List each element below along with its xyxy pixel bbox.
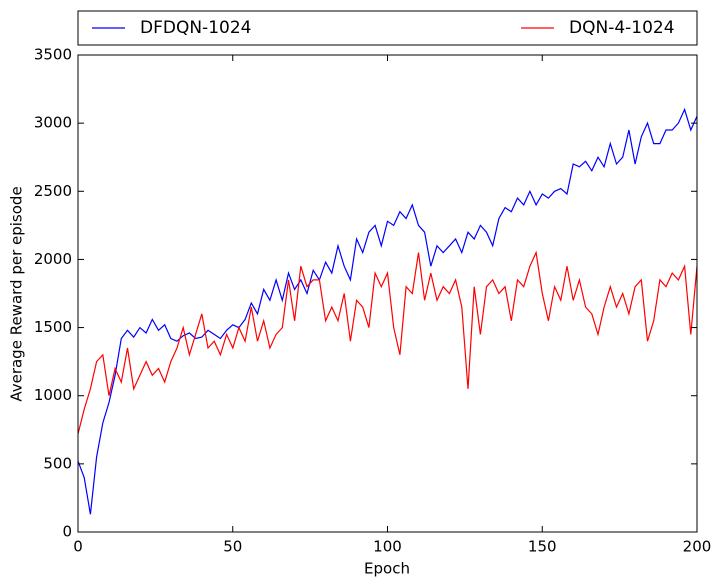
legend-box [77, 10, 698, 46]
y-tick-label: 2000 [34, 250, 72, 268]
y-tick-label: 0 [62, 523, 72, 541]
y-tick-label: 500 [43, 454, 72, 472]
y-tick-label: 2500 [34, 182, 72, 200]
x-axis-label: Epoch [364, 560, 410, 578]
plot-frame [77, 54, 698, 533]
x-tick-label: 0 [73, 538, 83, 556]
x-tick-label: 200 [683, 538, 712, 556]
legend-label: DFDQN-1024 [140, 18, 251, 38]
legend-label: DQN-4-1024 [569, 18, 675, 38]
y-axis-label: Average Reward per episode [8, 186, 26, 401]
x-tick-label: 50 [223, 538, 242, 556]
x-tick-label: 100 [373, 538, 402, 556]
y-tick-label: 3500 [34, 46, 72, 64]
y-tick-label: 1500 [34, 318, 72, 336]
series-line [77, 250, 698, 435]
series-line [77, 107, 698, 515]
x-tick-label: 150 [528, 538, 557, 556]
y-tick-label: 3000 [34, 114, 72, 132]
y-tick-label: 1000 [34, 386, 72, 404]
